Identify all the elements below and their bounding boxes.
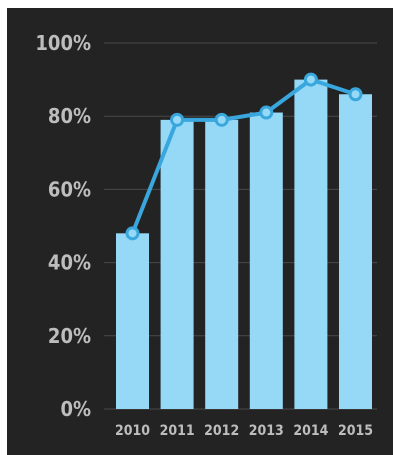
- marker-2015: [348, 87, 363, 102]
- bar-2015: [339, 94, 372, 410]
- marker-2013: [259, 105, 274, 120]
- bar-2011: [160, 119, 194, 410]
- chart-panel: 0% 20% 40% 60% 80% 100% 2010 2011 2012 2013 2014 2…: [7, 8, 393, 455]
- x-tick-label: 2010: [115, 423, 150, 439]
- marker-2014: [303, 72, 318, 87]
- marker-2012: [214, 112, 229, 127]
- x-tick-label: 2013: [249, 423, 284, 439]
- y-tick-label: 60%: [48, 177, 91, 201]
- trend-polyline: [130, 77, 358, 236]
- y-tick-label: 20%: [48, 324, 91, 348]
- y-tick-label: 40%: [48, 251, 91, 275]
- trend-line: [130, 77, 358, 236]
- x-tick-label: 2014: [293, 423, 328, 439]
- marker-2010: [125, 226, 140, 241]
- x-tick-label: 2011: [160, 423, 195, 439]
- x-tick-label: 2015: [338, 423, 373, 439]
- bar-line-chart: 0%20%40%60%80%100% 2010 2011 2012 2013 2014 2…: [35, 31, 377, 439]
- bar-2012: [205, 119, 239, 410]
- y-tick-label: 100%: [35, 31, 91, 55]
- x-tick-label: 2012: [204, 423, 239, 439]
- bars: [116, 79, 372, 410]
- bar-2013: [249, 112, 283, 409]
- y-axis-ticks: 0% 20% 40% 60% 80% 100%: [35, 31, 91, 421]
- y-tick-label: 80%: [48, 104, 91, 128]
- bar-2014: [294, 79, 328, 409]
- y-tick-label: 0%: [60, 397, 91, 421]
- x-axis-ticks: 2010 2011 2012 2013 2014 2015: [115, 423, 373, 439]
- bar-2010: [116, 233, 149, 409]
- marker-2011: [170, 112, 185, 127]
- line-markers: [125, 72, 363, 241]
